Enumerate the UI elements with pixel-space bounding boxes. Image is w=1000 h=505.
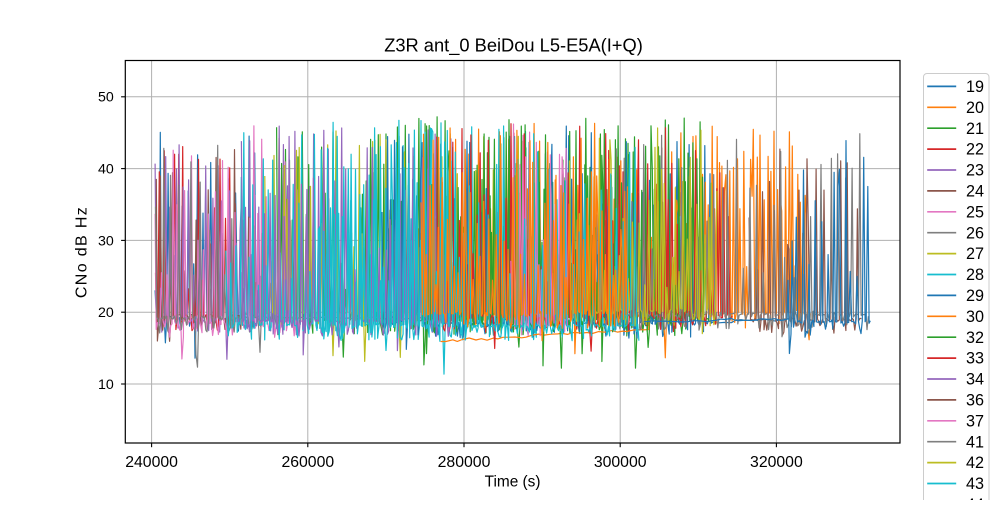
svg-text:40: 40 (98, 162, 114, 178)
svg-text:34: 34 (966, 371, 984, 389)
svg-text:25: 25 (966, 203, 984, 221)
svg-text:21: 21 (966, 120, 984, 138)
svg-text:320000: 320000 (750, 454, 803, 471)
svg-text:36: 36 (966, 392, 984, 410)
svg-text:30: 30 (966, 308, 984, 326)
svg-text:Z3R ant_0 BeiDou L5-E5A(I+Q): Z3R ant_0 BeiDou L5-E5A(I+Q) (384, 34, 643, 56)
svg-text:24: 24 (966, 183, 984, 201)
svg-text:19: 19 (966, 78, 984, 96)
svg-text:42: 42 (966, 454, 984, 472)
svg-text:23: 23 (966, 162, 984, 180)
svg-text:22: 22 (966, 141, 984, 159)
svg-text:27: 27 (966, 245, 984, 263)
svg-text:44: 44 (966, 496, 984, 500)
svg-text:240000: 240000 (125, 454, 178, 471)
svg-text:300000: 300000 (594, 454, 647, 471)
svg-text:20: 20 (966, 99, 984, 117)
svg-text:26: 26 (966, 224, 984, 242)
svg-text:32: 32 (966, 329, 984, 347)
svg-text:10: 10 (98, 377, 114, 393)
svg-text:30: 30 (98, 233, 114, 249)
svg-text:260000: 260000 (281, 454, 334, 471)
svg-text:20: 20 (98, 305, 114, 321)
svg-text:50: 50 (98, 90, 114, 106)
svg-text:28: 28 (966, 266, 984, 284)
svg-text:CNo dB Hz: CNo dB Hz (74, 206, 91, 298)
svg-text:280000: 280000 (438, 454, 491, 471)
svg-text:Time (s): Time (s) (485, 474, 541, 491)
svg-text:33: 33 (966, 350, 984, 368)
svg-text:43: 43 (966, 475, 984, 493)
svg-text:41: 41 (966, 433, 984, 451)
svg-text:37: 37 (966, 412, 984, 430)
svg-text:29: 29 (966, 287, 984, 305)
